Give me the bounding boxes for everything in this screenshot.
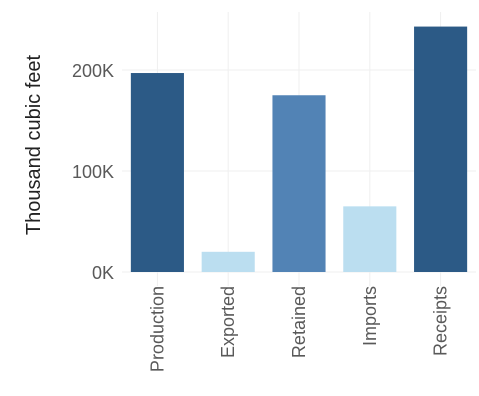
- bar-retained: [272, 95, 326, 272]
- y-axis-ticks: 0K 100K 200K: [72, 61, 114, 283]
- x-tick-label: Exported: [218, 286, 238, 358]
- y-tick-label: 0K: [92, 263, 114, 283]
- y-tick-label: 100K: [72, 162, 114, 182]
- y-axis-title: Thousand cubic feet: [23, 55, 45, 236]
- bar-imports: [343, 206, 397, 272]
- bar-production: [130, 73, 184, 272]
- x-axis-ticks: Production Exported Retained Imports Receipt…: [147, 286, 450, 372]
- bars: [130, 26, 468, 272]
- x-tick-label: Receipts: [431, 286, 451, 356]
- bar-receipts: [414, 26, 468, 272]
- y-tick-label: 200K: [72, 61, 114, 81]
- x-tick-label: Retained: [289, 286, 309, 358]
- x-tick-label: Imports: [360, 286, 380, 346]
- x-tick-label: Production: [147, 286, 167, 372]
- bar-exported: [201, 251, 255, 272]
